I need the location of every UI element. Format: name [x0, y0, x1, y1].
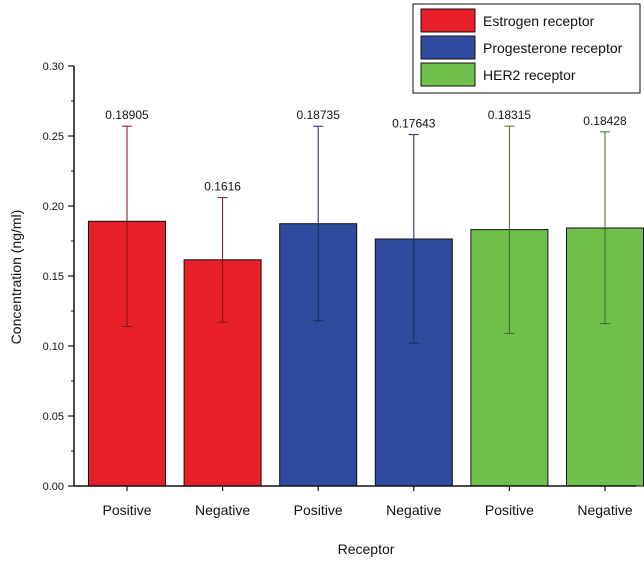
y-tick-label: 0.15 [43, 271, 64, 283]
value-labels-layer: 0.18905 0.1616 0.18735 0.17643 0.18315 0.1842… [105, 108, 627, 193]
legend-label: HER2 receptor [483, 67, 576, 83]
y-tick-label: 0.30 [43, 61, 64, 73]
value-label: 0.18315 [488, 108, 532, 122]
axes-layer: Positive Negative Positive Negative Positive… [43, 61, 636, 518]
x-tick-label: Negative [195, 502, 250, 518]
y-tick-label: 0.00 [43, 481, 64, 493]
x-tick-label: Negative [386, 502, 441, 518]
y-tick-label: 0.05 [43, 411, 64, 423]
y-tick-label: 0.10 [43, 341, 64, 353]
x-tick-label: Negative [577, 502, 632, 518]
x-axis-label: Receptor [338, 541, 395, 557]
value-label: 0.1616 [204, 180, 241, 194]
x-tick-label: Positive [294, 502, 343, 518]
y-tick-label: 0.20 [43, 201, 64, 213]
error-bars-layer [122, 125, 610, 344]
x-tick-label: Positive [485, 502, 534, 518]
legend-swatch [420, 35, 476, 60]
bars-layer [88, 220, 644, 487]
legend: Estrogen receptor Progesterone receptor HE… [412, 3, 641, 94]
y-axis-label: Concentration (ng/ml) [8, 210, 24, 345]
value-label: 0.18428 [583, 114, 627, 128]
y-tick-label: 0.25 [43, 131, 64, 143]
legend-swatch [420, 62, 476, 87]
legend-label: Progesterone receptor [483, 40, 623, 56]
legend-swatch [420, 8, 476, 33]
value-label: 0.17643 [392, 117, 436, 131]
x-tick-label: Positive [102, 502, 151, 518]
legend-label: Estrogen receptor [483, 13, 595, 29]
value-label: 0.18735 [297, 108, 341, 122]
value-label: 0.18905 [105, 108, 149, 122]
